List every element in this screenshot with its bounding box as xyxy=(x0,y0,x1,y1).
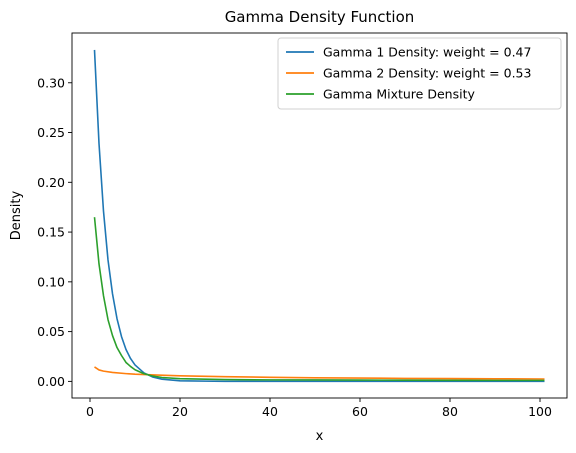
y-tick-label: 0.05 xyxy=(37,324,65,339)
y-tick-label: 0.15 xyxy=(37,225,65,240)
x-tick-label: 0 xyxy=(86,404,94,419)
x-tick-label: 20 xyxy=(172,404,188,419)
y-tick-label: 0.00 xyxy=(37,374,65,389)
y-tick-label: 0.30 xyxy=(37,75,65,90)
plot-frame xyxy=(71,32,568,399)
x-tick-label: 80 xyxy=(442,404,458,419)
y-tick-label: 0.10 xyxy=(37,274,65,289)
plot-area xyxy=(93,49,545,383)
series-line-3 xyxy=(93,217,545,382)
legend: Gamma 1 Density: weight = 0.47 Gamma 2 De… xyxy=(277,37,562,110)
legend-label: Gamma 2 Density: weight = 0.53 xyxy=(323,66,531,81)
x-axis: 0 20 40 60 80 100 xyxy=(86,398,552,419)
x-tick-label: 100 xyxy=(528,404,552,419)
legend-label: Gamma Mixture Density xyxy=(323,87,475,102)
y-tick-label: 0.25 xyxy=(37,125,65,140)
x-tick-label: 40 xyxy=(262,404,278,419)
x-tick-label: 60 xyxy=(352,404,368,419)
legend-box xyxy=(277,37,562,110)
y-tick-label: 0.20 xyxy=(37,175,65,190)
series-line-2 xyxy=(94,366,545,380)
chart-title: Gamma Density Function xyxy=(225,8,415,26)
y-axis: 0.00 0.05 0.10 0.15 0.20 0.25 0.30 xyxy=(37,75,72,389)
y-axis-label: Density xyxy=(9,190,24,240)
series-line-1 xyxy=(93,49,545,383)
legend-label: Gamma 1 Density: weight = 0.47 xyxy=(323,45,531,60)
x-axis-label: x xyxy=(316,429,324,444)
